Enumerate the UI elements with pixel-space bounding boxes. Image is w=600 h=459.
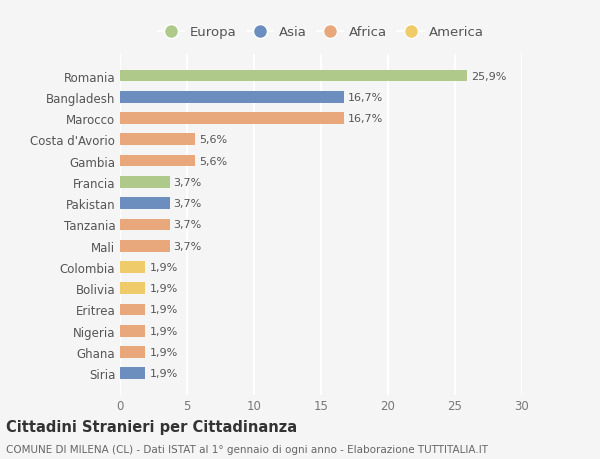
Text: 3,7%: 3,7% — [173, 199, 202, 209]
Bar — [120, 177, 170, 188]
Bar — [120, 198, 170, 209]
Text: 3,7%: 3,7% — [173, 220, 202, 230]
Text: 1,9%: 1,9% — [149, 284, 178, 294]
Text: 1,9%: 1,9% — [149, 326, 178, 336]
Bar — [120, 283, 145, 294]
Bar — [120, 71, 467, 82]
Bar — [120, 325, 145, 337]
Text: 16,7%: 16,7% — [348, 114, 383, 124]
Text: 1,9%: 1,9% — [149, 347, 178, 357]
Text: 5,6%: 5,6% — [199, 135, 227, 145]
Text: 16,7%: 16,7% — [348, 93, 383, 102]
Text: Cittadini Stranieri per Cittadinanza: Cittadini Stranieri per Cittadinanza — [6, 419, 297, 434]
Bar — [120, 347, 145, 358]
Bar — [120, 304, 145, 316]
Text: 1,9%: 1,9% — [149, 369, 178, 379]
Text: 3,7%: 3,7% — [173, 178, 202, 187]
Bar — [120, 134, 195, 146]
Text: COMUNE DI MILENA (CL) - Dati ISTAT al 1° gennaio di ogni anno - Elaborazione TUT: COMUNE DI MILENA (CL) - Dati ISTAT al 1°… — [6, 444, 488, 454]
Legend: Europa, Asia, Africa, America: Europa, Asia, Africa, America — [152, 21, 490, 45]
Text: 1,9%: 1,9% — [149, 305, 178, 315]
Bar — [120, 368, 145, 379]
Bar — [120, 92, 344, 103]
Bar — [120, 241, 170, 252]
Bar — [120, 262, 145, 273]
Text: 25,9%: 25,9% — [471, 71, 506, 81]
Text: 5,6%: 5,6% — [199, 156, 227, 166]
Bar — [120, 113, 344, 125]
Bar — [120, 156, 195, 167]
Text: 1,9%: 1,9% — [149, 263, 178, 272]
Text: 3,7%: 3,7% — [173, 241, 202, 251]
Bar — [120, 219, 170, 231]
